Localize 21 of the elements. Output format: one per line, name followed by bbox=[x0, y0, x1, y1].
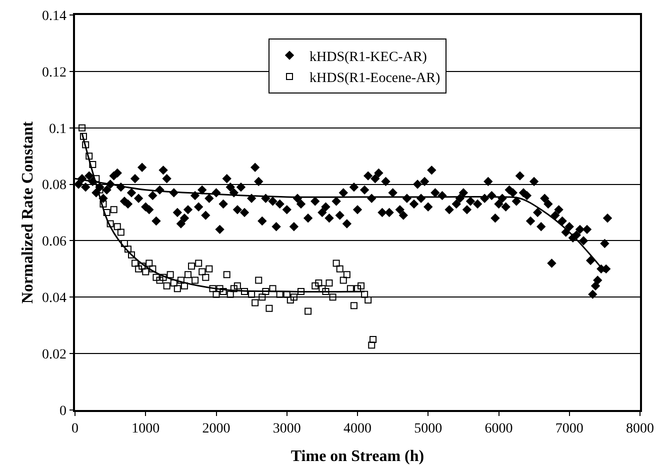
x-tick-label: 5000 bbox=[414, 422, 442, 437]
y-tick-label: 0.04 bbox=[42, 291, 66, 306]
x-tick-label: 8000 bbox=[626, 422, 654, 437]
x-axis-title: Time on Stream (h) bbox=[290, 448, 424, 465]
legend-label: kHDS(R1-KEC-AR) bbox=[310, 50, 428, 65]
x-tick-label: 1000 bbox=[132, 422, 160, 437]
x-tick-label: 6000 bbox=[484, 422, 513, 437]
y-axis-title: Normalized Rate Constant bbox=[20, 120, 36, 304]
y-tick-label: 0.02 bbox=[42, 347, 66, 362]
y-tick-label: 0.08 bbox=[42, 178, 66, 194]
x-tick-label: 2000 bbox=[202, 422, 230, 437]
x-tick-label: 0 bbox=[72, 422, 78, 437]
y-tick-label: 0 bbox=[59, 404, 66, 419]
x-tick-label: 3000 bbox=[272, 422, 301, 437]
y-tick-label: 0.06 bbox=[42, 234, 66, 250]
y-tick-label: 0.12 bbox=[42, 65, 66, 80]
y-tick-label: 0.14 bbox=[42, 8, 66, 24]
x-tick-label: 4000 bbox=[344, 422, 372, 437]
x-tick-label: 7000 bbox=[555, 422, 584, 437]
y-tick-label: 0.1 bbox=[48, 122, 66, 137]
legend-label: kHDS(R1-Eocene-AR) bbox=[310, 70, 440, 86]
